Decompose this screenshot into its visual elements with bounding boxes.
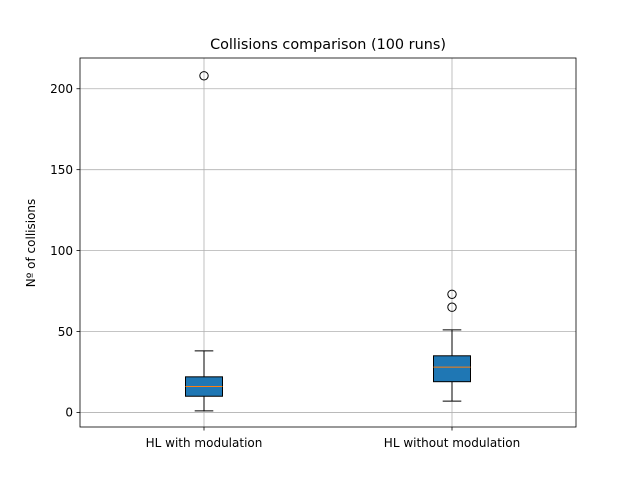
- box-group: [433, 289, 471, 402]
- grid-layer: [80, 58, 576, 427]
- iqr-box: [433, 355, 471, 383]
- y-tick-label: 0: [65, 406, 73, 420]
- y-axis-label: Nº of collisions: [24, 199, 38, 288]
- y-tick-label: 50: [58, 325, 73, 339]
- outlier-point: [199, 71, 209, 81]
- outlier-point: [447, 289, 457, 299]
- y-tick-label: 150: [50, 163, 73, 177]
- x-tick-label: HL without modulation: [384, 436, 520, 450]
- y-tick-label: 200: [50, 82, 73, 96]
- axis-layer: 0 50 100 150 200 HL with modulation HL without…: [50, 57, 577, 450]
- box-group: [185, 71, 223, 412]
- axes-frame: [79, 57, 577, 428]
- chart-title: Collisions comparison (100 runs): [210, 37, 446, 53]
- outlier-point: [447, 302, 457, 312]
- y-tick-label: 100: [50, 244, 73, 258]
- box-layer: [185, 71, 471, 412]
- x-tick-label: HL with modulation: [146, 436, 263, 450]
